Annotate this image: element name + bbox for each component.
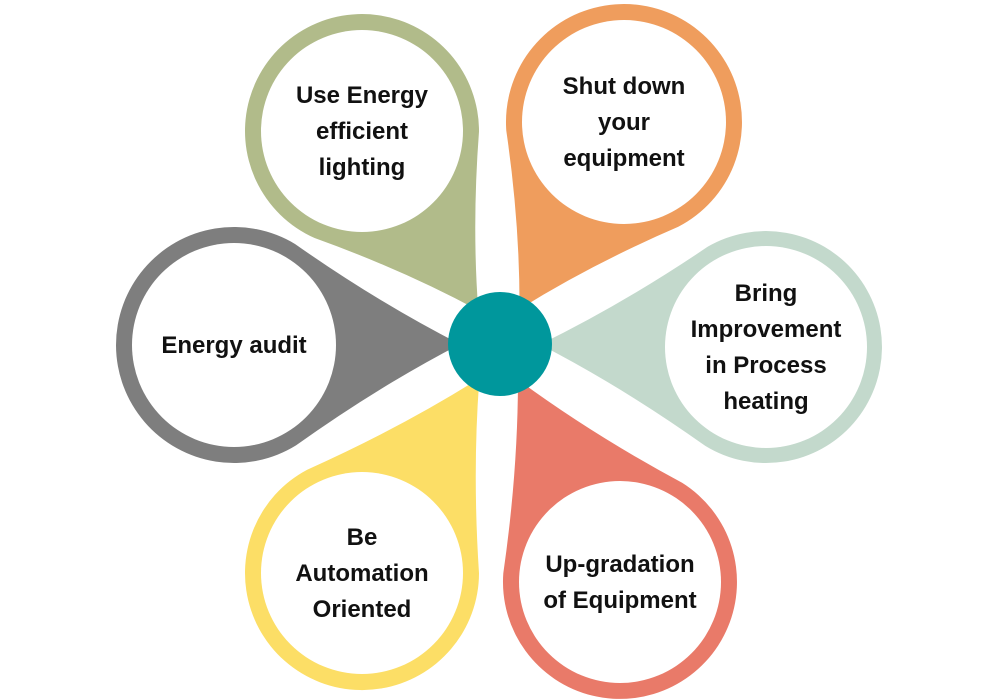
petal-shutdown <box>505 4 742 310</box>
petal-audit <box>116 226 460 463</box>
petal-automation-label: Be Automation Oriented <box>295 524 428 623</box>
petal-shutdown-label-line: equipment <box>563 145 684 172</box>
petal-shutdown-circle <box>522 20 726 224</box>
petal-upgrade <box>502 379 737 699</box>
petal-audit-label-line: Energy audit <box>161 332 306 359</box>
petal-lighting-label-line: efficient <box>316 118 408 145</box>
petal-shutdown-label-line: Shut down <box>563 73 686 100</box>
petal-automation-label-line: Be <box>347 524 378 551</box>
petal-process-label-line: in Process <box>705 352 826 379</box>
petal-process-label-line: Bring <box>735 280 798 307</box>
petal-process-circle <box>665 246 867 448</box>
petal-upgrade-label-line: of Equipment <box>543 587 696 614</box>
petal-lighting-label: Use Energy efficient lighting <box>296 82 429 181</box>
center-hub <box>448 292 552 396</box>
petal-process-label-line: Improvement <box>691 316 842 343</box>
petal-automation-circle <box>261 472 463 674</box>
petal-upgrade-label-line: Up-gradation <box>545 551 694 578</box>
petal-process <box>540 231 882 464</box>
petal-automation-label-line: Automation <box>295 560 428 587</box>
petal-process-label: Bring Improvement in Process heating <box>691 280 842 415</box>
petal-lighting-label-line: Use Energy <box>296 82 429 109</box>
petal-shutdown-label: Shut down your equipment <box>563 73 686 172</box>
petal-lighting-circle <box>261 30 463 232</box>
petal-process-label-line: heating <box>723 388 808 415</box>
petal-automation-label-line: Oriented <box>313 596 412 623</box>
petal-upgrade-label: Up-gradation of Equipment <box>543 551 696 614</box>
petal-audit-label: Energy audit <box>161 332 306 359</box>
petal-lighting <box>245 14 480 311</box>
petal-automation <box>245 378 480 691</box>
petal-upgrade-circle <box>519 481 721 683</box>
petal-shutdown-label-line: your <box>598 109 650 136</box>
petal-lighting-label-line: lighting <box>319 154 406 181</box>
petal-audit-circle <box>132 243 336 447</box>
